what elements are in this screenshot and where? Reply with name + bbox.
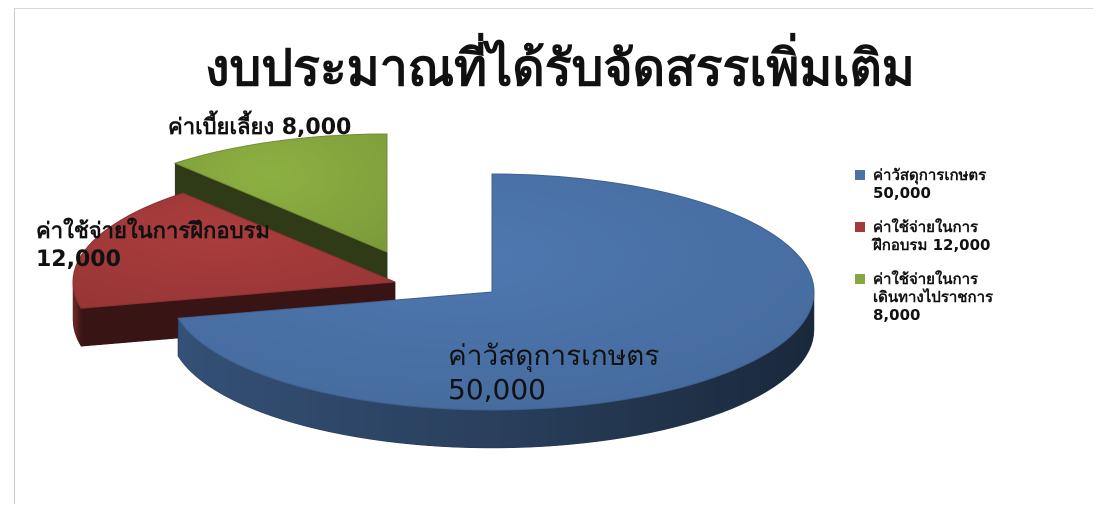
- data-labels: ค่าวัสดุการเกษตร 50,000 ค่าใช้จ่ายในการฝึก…: [36, 110, 659, 406]
- data-label-1: ค่าวัสดุการเกษตร 50,000: [448, 339, 659, 406]
- legend-label-1: ค่าวัสดุการเกษตร 50,000: [873, 166, 987, 202]
- pie-slice-tops: [72, 133, 815, 411]
- legend-swatch-3: [855, 274, 865, 284]
- legend: ค่าวัสดุการเกษตร 50,000 ค่าใช้จ่ายในการฝึก…: [855, 166, 994, 324]
- legend-swatch-1: [855, 170, 865, 180]
- legend-swatch-2: [855, 222, 865, 232]
- legend-label-3: ค่าใช้จ่ายในการเดินทางไปราชการ 8,000: [873, 270, 994, 324]
- pie-slice-3: [173, 133, 388, 253]
- chart-frame: [14, 8, 1093, 504]
- chart-title: งบประมาณที่ได้รับจัดสรรเพิ่มเติม: [205, 33, 915, 97]
- legend-label-2: ค่าใช้จ่ายในการฝึกอบรม 12,000: [871, 218, 990, 254]
- pie-slice-1: [177, 173, 815, 411]
- data-label-2: ค่าใช้จ่ายในการฝึกอบรม 12,000: [36, 217, 270, 272]
- pie-slice-2: [72, 192, 396, 309]
- data-label-3: ค่าเบี้ยเลี้ยง 8,000: [168, 110, 351, 140]
